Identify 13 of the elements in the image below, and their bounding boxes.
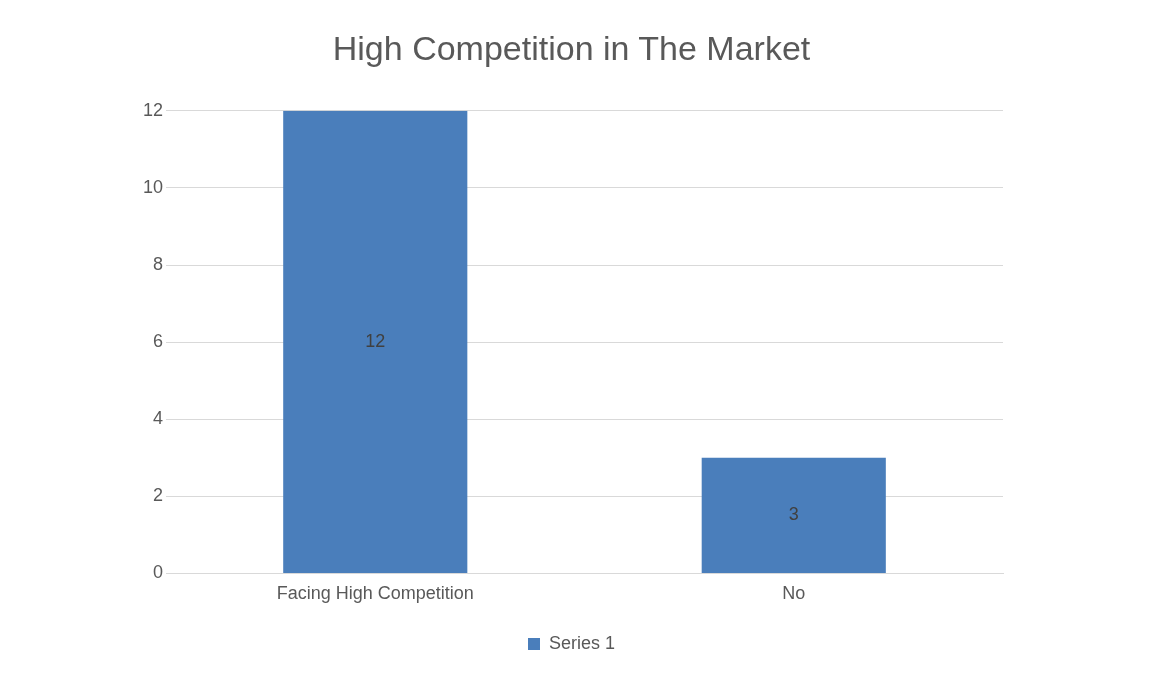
x-tick-label: No xyxy=(782,583,806,604)
y-tick-label: 10 xyxy=(142,176,164,197)
y-tick-label: 0 xyxy=(153,562,164,583)
y-tick-label: 8 xyxy=(153,253,164,274)
y-tick-label: 2 xyxy=(153,485,164,506)
x-tick-label: Facing High Competition xyxy=(276,583,474,604)
y-tick-label: 12 xyxy=(142,99,164,120)
chart-title: High Competition in The Market xyxy=(332,28,811,67)
data-label: 3 xyxy=(788,504,799,525)
legend-label: Series 1 xyxy=(548,632,616,653)
data-label: 12 xyxy=(365,330,386,351)
y-tick-label: 6 xyxy=(153,331,164,352)
y-tick-label: 4 xyxy=(153,408,164,429)
